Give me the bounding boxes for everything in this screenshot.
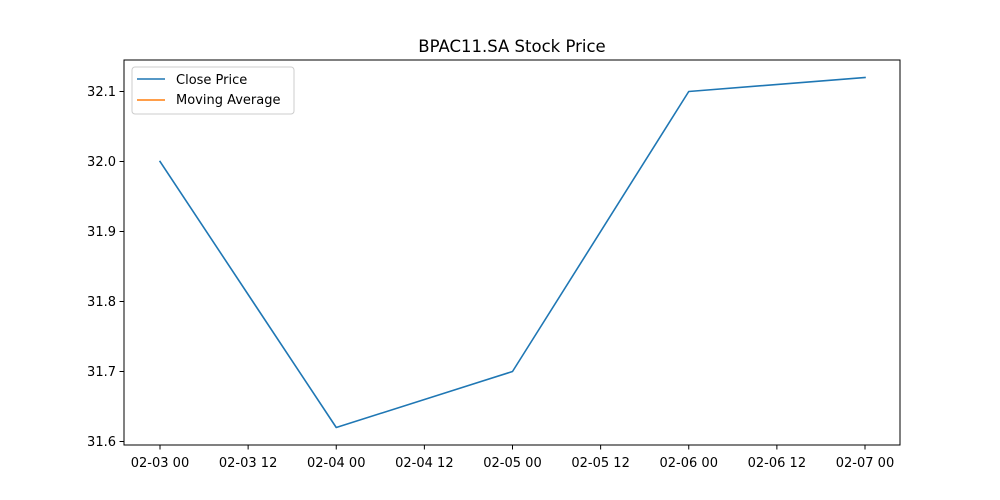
y-tick-label: 31.8 (87, 295, 116, 310)
legend-box (131, 66, 295, 115)
x-tick-label: 02-06 12 (748, 456, 806, 471)
plot-area-frame (123, 59, 901, 446)
x-tick-label: 02-03 00 (131, 456, 189, 471)
legend: Close Price Moving Average (131, 66, 295, 115)
y-tick-label: 32.0 (87, 155, 116, 170)
legend-moving-average-label: Moving Average (176, 93, 280, 108)
y-axis-ticks: 31.6 31.7 31.8 31.9 32.0 32.1 (87, 85, 124, 450)
legend-close-price-label: Close Price (176, 73, 247, 88)
series-layer (158, 76, 866, 429)
chart-title: BPAC11.SA Stock Price (418, 37, 605, 56)
x-axis-ticks: 02-03 00 02-03 12 02-04 00 02-04 12 02-05 00… (131, 445, 894, 471)
x-tick-label: 02-05 00 (483, 456, 541, 471)
x-tick-label: 02-04 12 (395, 456, 453, 471)
y-tick-label: 32.1 (87, 85, 116, 100)
x-tick-label: 02-06 00 (660, 456, 718, 471)
x-tick-label: 02-05 12 (571, 456, 629, 471)
y-tick-label: 31.7 (87, 365, 116, 380)
y-tick-label: 31.6 (87, 435, 116, 450)
y-tick-label: 31.9 (87, 225, 116, 240)
x-tick-label: 02-07 00 (836, 456, 894, 471)
x-tick-label: 02-03 12 (219, 456, 277, 471)
x-tick-label: 02-04 00 (307, 456, 365, 471)
series-line-close-price (158, 76, 866, 429)
